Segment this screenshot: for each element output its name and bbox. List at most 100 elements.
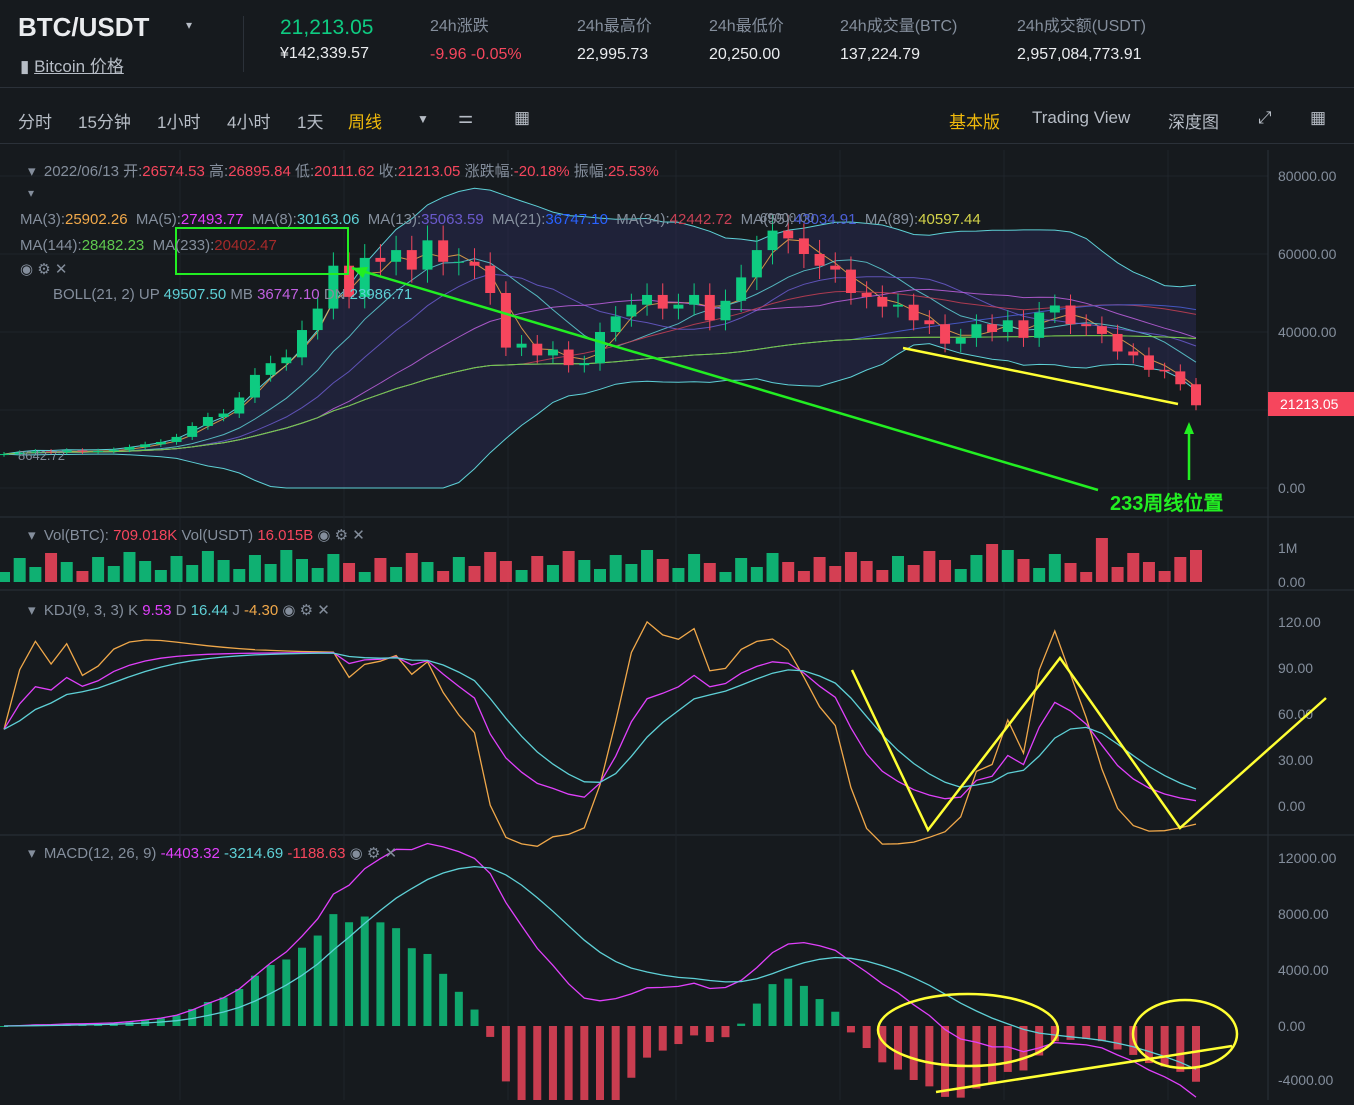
volume-bar xyxy=(844,552,857,582)
candle-body xyxy=(971,324,982,338)
macd-hist-bar xyxy=(815,999,824,1026)
chart-area[interactable]: 80000.0060000.0040000.0020000.000.001M0.… xyxy=(0,150,1354,1105)
subtitle[interactable]: Bitcoin 价格 xyxy=(34,57,124,76)
ma233-annotation: 233周线位置 xyxy=(1110,491,1223,515)
ma-legend-item: MA(34):42442.72 xyxy=(616,211,733,228)
tab-basic[interactable]: 基本版 xyxy=(949,113,1000,132)
volume-bar xyxy=(327,554,340,582)
ma-legend-item: MA(233):20402.47 xyxy=(152,237,277,254)
volume-bar xyxy=(703,563,716,582)
legend-icons[interactable]: ◉ ⚙ ✕ xyxy=(20,261,68,278)
candle-body xyxy=(108,449,119,451)
volume-bar xyxy=(186,565,199,582)
candle-body xyxy=(673,304,684,309)
ma-legend-item: MA(13):35063.59 xyxy=(367,211,484,228)
macd-hist-bar xyxy=(329,914,338,1026)
volume-bar xyxy=(813,557,826,582)
layout-grid-icon[interactable]: ▦ xyxy=(1310,108,1327,127)
macd-hist-bar xyxy=(988,1026,997,1084)
arrow-head xyxy=(1184,422,1194,434)
tab-depth[interactable]: 深度图 xyxy=(1168,113,1219,132)
more-timeframes-icon[interactable]: ▼ xyxy=(417,112,429,126)
pair-title[interactable]: BTC/USDT xyxy=(18,12,150,42)
volume-bar xyxy=(421,562,434,582)
macd-hist-bar xyxy=(188,1008,197,1026)
macd-hist-bar xyxy=(752,1003,761,1026)
volume-bar xyxy=(76,571,89,582)
chart-toolbar: 分时 15分钟 1小时 4小时 1天 周线 ▼ ⚌ ▦ 基本版 Trading … xyxy=(0,96,1354,144)
candle-body xyxy=(877,296,888,307)
candle-body xyxy=(453,261,464,263)
candle-body xyxy=(0,454,9,456)
axis-tick: 8000.00 xyxy=(1278,906,1329,922)
price-tag: 21213.05 xyxy=(1280,396,1339,412)
coin-info-link[interactable]: ▮ Bitcoin 价格 xyxy=(20,52,124,77)
macd-hist-bar xyxy=(1097,1026,1106,1042)
volume-bar xyxy=(468,566,481,582)
axis-tick: 4000.00 xyxy=(1278,962,1329,978)
candle-body xyxy=(406,250,417,270)
macd-hist-bar xyxy=(501,1026,510,1082)
axis-tick: 0.00 xyxy=(1278,574,1305,590)
candle-body xyxy=(14,452,25,455)
macd-hist-bar xyxy=(533,1026,542,1105)
candle-body xyxy=(30,451,41,453)
candle-body xyxy=(955,337,966,344)
chevron-down-icon[interactable]: ▾ xyxy=(186,18,193,32)
tf-4h[interactable]: 4小时 xyxy=(227,113,271,132)
volume-bar xyxy=(60,562,73,582)
tf-1d[interactable]: 1天 xyxy=(297,113,324,132)
candle-body xyxy=(642,294,653,305)
macd-hist-bar xyxy=(313,935,322,1026)
annotations: 233周线位置 xyxy=(175,227,1327,1094)
macd-lines xyxy=(0,842,1200,1105)
axis-tick: 120.00 xyxy=(1278,614,1321,630)
macd-hist-bar xyxy=(580,1026,589,1105)
tf-1h[interactable]: 1小时 xyxy=(157,113,201,132)
volume-bar xyxy=(782,562,795,582)
collapse-icon[interactable]: ▾ xyxy=(28,186,35,200)
volume-bar xyxy=(45,553,58,582)
volume-bar xyxy=(688,554,701,582)
fullscreen-icon[interactable]: ⤢ xyxy=(1258,108,1272,127)
volume-bar xyxy=(107,566,120,582)
ma-legend-item: MA(144):28482.23 xyxy=(20,237,145,254)
volume-bar xyxy=(829,566,842,582)
axis-tick: 40000.00 xyxy=(1278,324,1337,340)
tf-time[interactable]: 分时 xyxy=(18,113,52,132)
tf-15m[interactable]: 15分钟 xyxy=(78,113,131,132)
macd-hist-bar xyxy=(392,928,401,1026)
macd-hist-bar xyxy=(925,1026,934,1087)
axis-tick: 60000.00 xyxy=(1278,246,1337,262)
tab-tradingview[interactable]: Trading View xyxy=(1032,108,1131,127)
volume-bar xyxy=(1095,538,1108,582)
candle-body xyxy=(783,230,794,239)
candle-body xyxy=(610,316,621,332)
volume-bar xyxy=(970,555,983,582)
kline-chart[interactable]: 80000.0060000.0040000.0020000.000.001M0.… xyxy=(0,150,1354,1105)
candle-body xyxy=(736,277,747,301)
macd-hist-bar xyxy=(784,978,793,1026)
tf-weekly[interactable]: 周线 xyxy=(348,113,382,132)
volume-bar xyxy=(264,564,277,582)
candle-body xyxy=(265,363,276,375)
volume-bar xyxy=(92,557,105,582)
macd-hist-bar xyxy=(345,922,354,1026)
candle-body xyxy=(1191,384,1201,406)
volume-bar xyxy=(311,568,324,582)
macd-hist-bar xyxy=(1113,1026,1122,1050)
macd-hist-bar xyxy=(298,947,306,1026)
indicator-list-icon[interactable]: ▦ xyxy=(514,108,531,127)
ma233-highlight-box xyxy=(175,227,349,275)
candle-body xyxy=(124,447,135,450)
axis-tick: 1M xyxy=(1278,540,1297,556)
indicator-settings-icon[interactable]: ⚌ xyxy=(458,108,474,127)
kdj-lines xyxy=(3,620,1197,847)
macd-hist-bar xyxy=(266,965,275,1026)
candle-body xyxy=(1112,333,1123,352)
macd-hist-bar xyxy=(1176,1026,1185,1072)
volume-bar xyxy=(437,571,450,582)
volume-bar xyxy=(217,560,230,582)
macd-hist-bar xyxy=(1003,1026,1012,1072)
candle-body xyxy=(657,294,668,309)
